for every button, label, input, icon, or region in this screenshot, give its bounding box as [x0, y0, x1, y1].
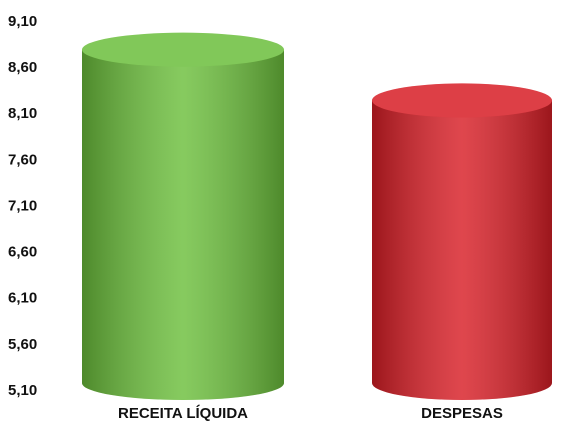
x-tick-label: RECEITA LÍQUIDA [118, 405, 248, 422]
bar-top [82, 32, 284, 67]
y-tick-label: 8,60 [8, 59, 37, 76]
y-tick-label: 7,60 [8, 151, 37, 168]
y-tick-label: 6,60 [8, 244, 37, 261]
y-tick-label: 5,60 [8, 336, 37, 353]
y-tick-label: 7,10 [8, 197, 37, 214]
y-tick-label: 8,10 [8, 105, 37, 122]
x-tick-label: DESPESAS [421, 405, 503, 422]
bar-top-shade [372, 83, 552, 118]
bar-shade [372, 100, 552, 383]
bar-top-shade [82, 32, 284, 67]
y-tick-label: 9,10 [8, 13, 37, 30]
y-tick-label: 6,10 [8, 290, 37, 307]
bar-top [372, 83, 552, 118]
bar-shade [82, 49, 284, 384]
y-tick-label: 5,10 [8, 382, 37, 399]
